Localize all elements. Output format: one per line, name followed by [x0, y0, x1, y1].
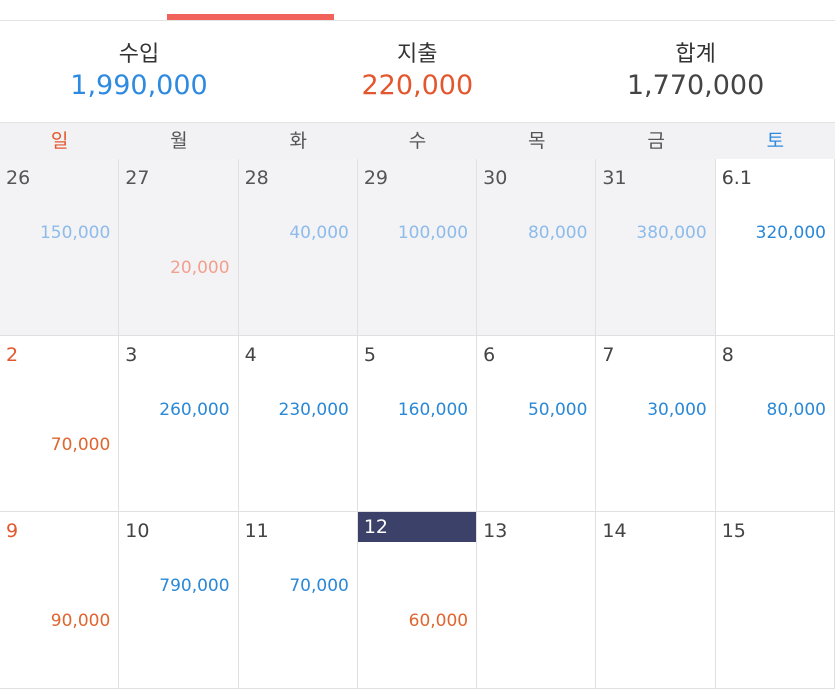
weekday: 금	[647, 130, 665, 152]
day-number: 31	[602, 167, 627, 189]
day-number: 15	[721, 520, 746, 542]
income: 80,000	[527, 223, 588, 243]
day-number: 11	[244, 520, 269, 542]
day-number: 4	[244, 343, 257, 366]
income: 100,000	[397, 223, 469, 243]
day-number: 10	[125, 520, 150, 542]
income: 160,000	[397, 399, 469, 420]
day-cell[interactable]: 8 80,000	[715, 335, 835, 512]
day-cell[interactable]: 6 50,000	[477, 335, 597, 512]
day-number: 7	[602, 343, 615, 366]
income: 50,000	[527, 399, 588, 420]
day-cell[interactable]: 14	[596, 512, 716, 689]
day-number: 9	[6, 520, 19, 542]
day-cell[interactable]: 26 150,000	[0, 159, 120, 336]
day-cell[interactable]: 3 260,000	[119, 335, 239, 512]
day-cell[interactable]: 12 60,000	[357, 512, 478, 689]
summary-label: 수입	[118, 42, 160, 67]
weekday: 목	[528, 130, 546, 152]
income: 320,000	[755, 223, 826, 243]
income: 380,000	[636, 223, 707, 243]
summary-item: 수입 1,990,000	[0, 36, 278, 101]
day-cell[interactable]: 2 70,000	[0, 335, 120, 512]
day-number: 12	[357, 512, 477, 542]
day-cell[interactable]: 6.1 320,000	[715, 159, 835, 336]
weekday: 토	[766, 130, 785, 152]
day-cell[interactable]: 27 20,000	[119, 159, 239, 336]
income: 70,000	[289, 576, 349, 596]
day-number: 8	[721, 343, 734, 366]
day-number: 26	[6, 167, 31, 189]
expense: 60,000	[408, 611, 469, 631]
page: 수입 1,990,000 지출 220,000 합계 1,770,000 일 월 화 수 목 금 토 26…	[0, 14, 835, 689]
day-cell[interactable]: 9 90,000	[0, 512, 120, 689]
summary-value: 1,770,000	[626, 70, 765, 101]
income: 40,000	[289, 223, 349, 243]
day-number: 6	[483, 343, 496, 366]
summary-value: 220,000	[361, 70, 474, 101]
day-number: 13	[483, 520, 508, 542]
income: 260,000	[159, 399, 230, 420]
day-number: 3	[125, 343, 138, 366]
day-cell[interactable]: 13	[477, 512, 597, 689]
day-number: 5	[363, 343, 376, 366]
expense: 20,000	[170, 258, 230, 278]
expense: 70,000	[50, 434, 111, 455]
day-cell[interactable]: 30 80,000	[477, 159, 597, 336]
summary-item: 지출 220,000	[278, 36, 556, 101]
income: 230,000	[278, 399, 349, 420]
summary-value: 1,990,000	[70, 70, 208, 101]
summary-label: 지출	[397, 42, 438, 67]
divider	[0, 20, 835, 21]
income: 80,000	[766, 399, 826, 420]
day-cell[interactable]: 4 230,000	[238, 335, 358, 512]
income: 30,000	[647, 399, 707, 420]
day-number: 29	[363, 167, 389, 189]
day-cell[interactable]: 11 70,000	[238, 512, 358, 689]
day-cell[interactable]: 31 380,000	[596, 159, 716, 336]
day-cell[interactable]: 29 100,000	[357, 159, 478, 336]
weekday: 일	[50, 130, 69, 152]
day-number: 27	[125, 167, 150, 189]
day-number: 30	[483, 167, 508, 189]
day-number: 14	[602, 520, 627, 542]
weekday: 화	[289, 130, 307, 152]
income: 790,000	[159, 576, 230, 596]
weekday: 월	[170, 130, 188, 152]
day-cell[interactable]: 28 40,000	[238, 159, 358, 336]
day-cell[interactable]: 10 790,000	[119, 512, 239, 689]
day-number: 2	[6, 343, 19, 366]
expense: 90,000	[50, 611, 111, 631]
day-number: 28	[244, 167, 269, 189]
summary-item: 합계 1,770,000	[557, 36, 835, 101]
day-number: 6.1	[721, 167, 752, 189]
day-cell[interactable]: 7 30,000	[596, 335, 716, 512]
tab-indicator	[167, 14, 334, 20]
income: 150,000	[39, 223, 111, 243]
day-cell[interactable]: 5 160,000	[357, 335, 478, 512]
summary-label: 합계	[675, 42, 716, 67]
weekday: 수	[408, 130, 427, 152]
day-cell[interactable]: 15	[715, 512, 835, 689]
